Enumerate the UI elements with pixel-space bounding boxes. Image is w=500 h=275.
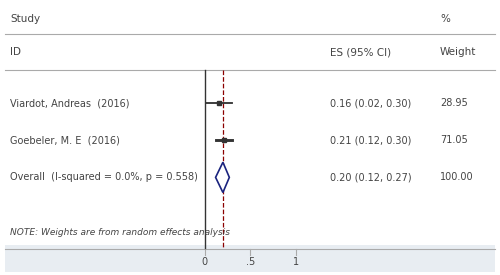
Text: NOTE: Weights are from random effects analysis: NOTE: Weights are from random effects an… — [10, 228, 230, 237]
Text: 0: 0 — [202, 257, 207, 267]
Text: 71.05: 71.05 — [440, 135, 468, 145]
Text: 28.95: 28.95 — [440, 98, 468, 108]
Text: %: % — [440, 14, 450, 24]
Text: Goebeler, M. E  (2016): Goebeler, M. E (2016) — [10, 135, 120, 145]
Text: 100.00: 100.00 — [440, 172, 474, 182]
Text: Study: Study — [10, 14, 40, 24]
Bar — [5, 245, 495, 272]
Text: Overall  (I-squared = 0.0%, p = 0.558): Overall (I-squared = 0.0%, p = 0.558) — [10, 172, 198, 182]
Text: 0.20 (0.12, 0.27): 0.20 (0.12, 0.27) — [330, 172, 411, 182]
Text: ES (95% CI): ES (95% CI) — [330, 47, 391, 57]
Text: 1: 1 — [293, 257, 300, 267]
Text: Weight: Weight — [440, 47, 476, 57]
Text: ID: ID — [10, 47, 21, 57]
Text: 0.21 (0.12, 0.30): 0.21 (0.12, 0.30) — [330, 135, 411, 145]
Text: .5: .5 — [246, 257, 255, 267]
Polygon shape — [216, 162, 230, 192]
Text: Viardot, Andreas  (2016): Viardot, Andreas (2016) — [10, 98, 130, 108]
Text: 0.16 (0.02, 0.30): 0.16 (0.02, 0.30) — [330, 98, 411, 108]
